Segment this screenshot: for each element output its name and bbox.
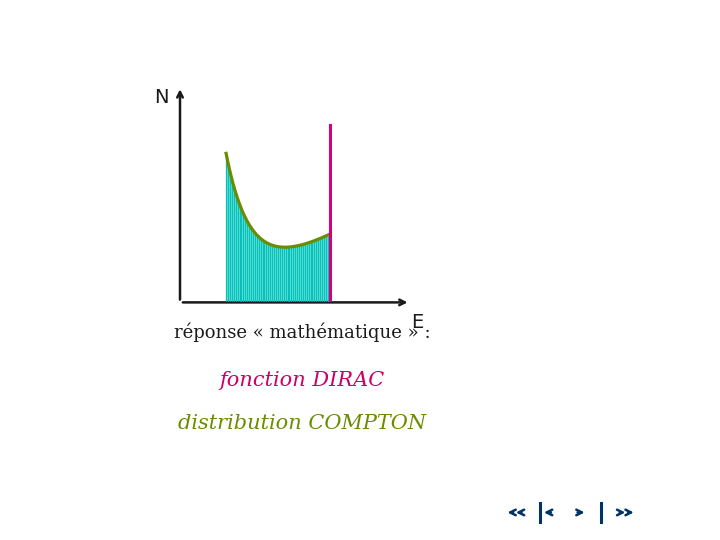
Text: N: N <box>154 87 168 107</box>
Text: distribution COMPTON: distribution COMPTON <box>179 414 426 434</box>
Text: E: E <box>411 313 423 332</box>
Text: réponse « mathématique » :: réponse « mathématique » : <box>174 322 431 342</box>
Text: fonction DIRAC: fonction DIRAC <box>220 371 385 390</box>
